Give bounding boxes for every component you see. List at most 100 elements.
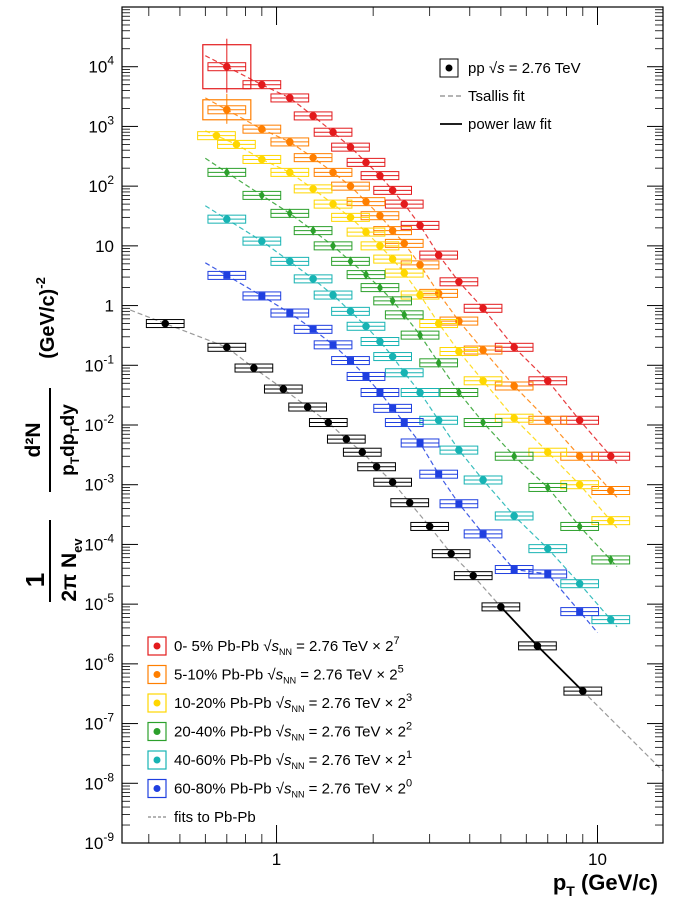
data-point — [543, 448, 552, 457]
data-point — [455, 347, 463, 356]
legend-sqrt-sign: √ — [276, 695, 285, 712]
data-point — [447, 549, 455, 558]
data-point — [303, 403, 312, 411]
legend-swatch-box — [147, 636, 167, 656]
legend-entry-text: 60-80% Pb-Pb √sNN = 2.76 TeV × 20 — [174, 778, 412, 800]
data-point — [286, 309, 294, 317]
data-point — [389, 404, 397, 412]
x-axis-title: pT (GeV/c) — [553, 870, 658, 899]
data-point — [425, 522, 434, 531]
data-point — [469, 571, 478, 580]
data-point — [388, 226, 397, 235]
data-point — [606, 486, 615, 495]
y-tick-mantissa: 10 — [84, 655, 103, 674]
ylabel-main-num: d²N — [22, 423, 45, 458]
data-point — [388, 255, 397, 263]
ylabel-lead: 1 — [20, 573, 50, 587]
data-point — [346, 143, 355, 151]
data-point — [329, 291, 337, 299]
xlabel-rest: (GeV/c) — [575, 870, 658, 895]
legend-entry-label: 60-80% Pb-Pb — [174, 781, 276, 798]
data-point — [479, 476, 487, 484]
data-point — [388, 352, 397, 361]
y-tick-mantissa: 1 — [105, 297, 114, 316]
data-point — [576, 608, 584, 616]
y-tick-exponent: -3 — [103, 472, 114, 486]
svg-text:2π Nev: 2π Nev — [58, 538, 85, 602]
data-point — [258, 190, 265, 201]
data-point — [330, 240, 337, 251]
svg-text:pTdpTdy: pTdpTdy — [58, 404, 82, 476]
y-axis-title: 1 2π Nev d²N pTdpTdy (GeV/c)-2 — [20, 277, 85, 602]
y-tick-mantissa: 10 — [84, 535, 103, 554]
data-point — [309, 185, 317, 193]
data-point — [258, 80, 266, 89]
y-tick-label: 10-1 — [84, 352, 114, 375]
data-point — [455, 278, 463, 286]
data-point — [362, 372, 370, 380]
y-tick-label: 10 — [95, 237, 114, 256]
data-point — [497, 603, 505, 611]
y-tick-mantissa: 10 — [84, 476, 103, 495]
legend-entry-text: 0- 5% Pb-Pb √sNN = 2.76 TeV × 27 — [174, 635, 400, 657]
y-tick-label: 10-4 — [84, 531, 114, 554]
xlabel-main: p — [553, 870, 566, 895]
data-point — [400, 200, 409, 208]
fit-lines — [129, 55, 664, 772]
legend-entry-exp: 1 — [406, 749, 412, 761]
y-tick-exponent: 3 — [107, 113, 114, 127]
y-tick-mantissa: 10 — [84, 715, 103, 734]
y-tick-label: 103 — [88, 113, 114, 136]
data-point — [544, 570, 552, 578]
data-point — [363, 269, 370, 280]
data-point — [543, 544, 552, 553]
data-point — [286, 257, 294, 266]
legend-pp-label: pp — [468, 60, 489, 77]
y-tick-label: 10-8 — [84, 770, 114, 793]
data-point — [223, 271, 231, 279]
data-point — [376, 337, 384, 346]
y-tick-exponent: -9 — [103, 830, 114, 844]
data-point — [479, 304, 487, 313]
data-point — [400, 269, 409, 277]
ylabel-units: (GeV/c) — [37, 289, 59, 359]
y-tick-mantissa: 10 — [88, 117, 107, 136]
data-point — [400, 239, 409, 248]
data-point — [258, 237, 266, 245]
data-point — [400, 419, 408, 427]
data-point — [579, 687, 587, 695]
legend-entry-label: 5-10% Pb-Pb — [174, 667, 267, 684]
legend-entry-label: 10-20% Pb-Pb — [174, 695, 276, 712]
data-point — [258, 155, 266, 164]
data-point — [324, 418, 333, 427]
legend-pp-sqrt: s — [497, 60, 505, 77]
fit-line — [204, 157, 618, 568]
top-legend: pp √s = 2.76 TeV Tsallis fit power law fit — [439, 58, 581, 133]
data-point — [376, 282, 383, 293]
legend-entry-exp: 0 — [406, 778, 412, 790]
data-point — [416, 439, 424, 447]
data-point — [376, 389, 384, 397]
data-point — [416, 261, 424, 269]
axes: 10-910-810-710-610-510-410-310-210-11101… — [84, 6, 663, 869]
data-point — [416, 291, 424, 299]
data-point — [346, 182, 355, 190]
data-point — [400, 368, 409, 377]
data-point — [376, 242, 384, 250]
data-point — [533, 642, 542, 650]
data-point — [543, 416, 552, 425]
y-tick-exponent: -8 — [103, 770, 114, 784]
ylabel-lead-den: 2π N — [58, 553, 81, 602]
legend-sqrt-sign: √ — [276, 781, 285, 798]
legend-entry-sqrt: s — [284, 695, 292, 712]
data-point — [223, 167, 230, 178]
legend-swatch-marker — [153, 785, 161, 792]
data-point — [362, 197, 370, 206]
y-tick-exponent: -5 — [103, 591, 114, 605]
legend-swatch-marker — [153, 728, 161, 735]
data-point — [434, 251, 443, 259]
data-point — [510, 512, 518, 520]
data-point — [258, 125, 266, 133]
y-tick-label: 1 — [105, 297, 114, 316]
y-tick-exponent: 4 — [107, 54, 114, 68]
